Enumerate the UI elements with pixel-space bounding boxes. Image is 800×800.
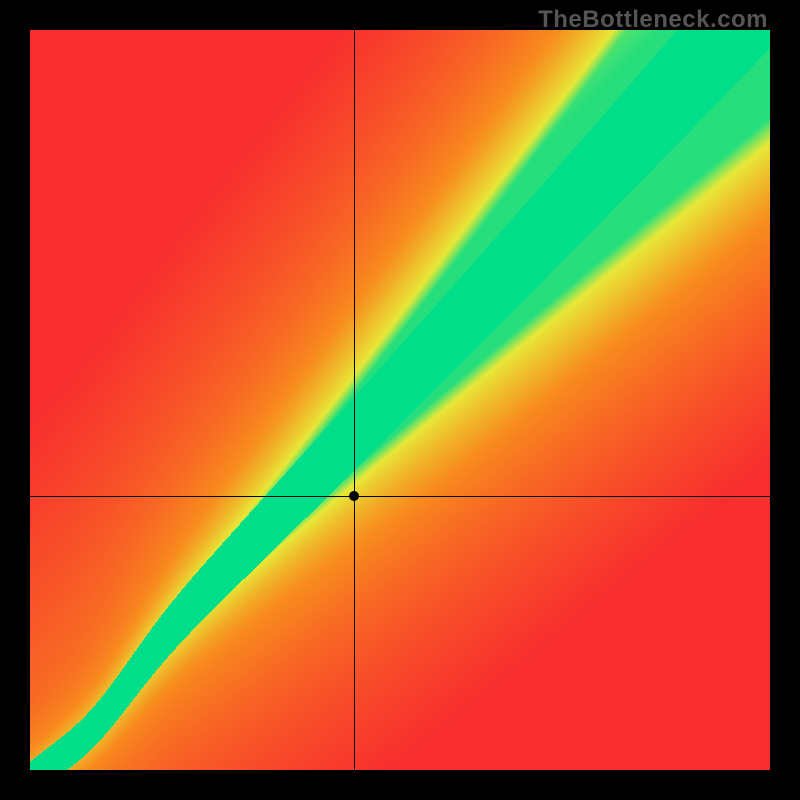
crosshair-horizontal (30, 496, 770, 497)
watermark-text: TheBottleneck.com (538, 6, 768, 34)
marker-dot (349, 491, 359, 501)
crosshair-vertical (354, 30, 355, 770)
heatmap-canvas (30, 30, 770, 770)
plot-area (30, 30, 770, 770)
chart-container: TheBottleneck.com (0, 0, 800, 800)
